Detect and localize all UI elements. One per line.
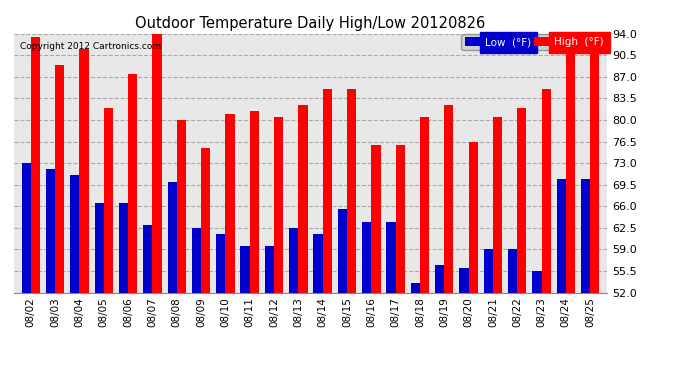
Bar <box>265 246 274 292</box>
Bar <box>323 89 332 292</box>
Bar <box>128 74 137 292</box>
Bar <box>144 225 152 292</box>
Bar <box>581 178 590 292</box>
Bar <box>362 222 371 292</box>
Bar <box>518 108 526 292</box>
Bar <box>55 64 64 292</box>
Bar <box>557 178 566 292</box>
Bar <box>542 89 551 292</box>
Bar <box>152 34 161 292</box>
Bar <box>411 283 420 292</box>
Bar <box>420 117 429 292</box>
Bar <box>289 228 298 292</box>
Title: Outdoor Temperature Daily High/Low 20120826: Outdoor Temperature Daily High/Low 20120… <box>135 16 486 31</box>
Bar <box>435 265 444 292</box>
Bar <box>532 271 542 292</box>
Bar <box>484 249 493 292</box>
Bar <box>386 222 395 292</box>
Bar <box>168 182 177 292</box>
Bar <box>566 52 575 292</box>
Bar <box>460 268 469 292</box>
Bar <box>590 37 600 292</box>
Bar <box>444 105 453 292</box>
Bar <box>395 145 405 292</box>
Bar <box>104 108 113 292</box>
Bar <box>508 249 518 292</box>
Bar <box>469 142 477 292</box>
Bar <box>70 176 79 292</box>
Bar <box>95 203 103 292</box>
Bar <box>31 37 40 292</box>
Bar <box>119 203 128 292</box>
Bar <box>21 163 31 292</box>
Bar <box>79 49 89 292</box>
Bar <box>493 117 502 292</box>
Bar <box>337 209 347 292</box>
Legend: Low  (°F), High  (°F): Low (°F), High (°F) <box>462 34 607 50</box>
Bar <box>240 246 250 292</box>
Bar <box>216 234 226 292</box>
Text: Copyright 2012 Cartronics.com: Copyright 2012 Cartronics.com <box>20 42 161 51</box>
Bar <box>46 169 55 292</box>
Bar <box>347 89 356 292</box>
Bar <box>298 105 308 292</box>
Bar <box>177 120 186 292</box>
Bar <box>371 145 381 292</box>
Bar <box>226 114 235 292</box>
Bar <box>192 228 201 292</box>
Bar <box>201 148 210 292</box>
Bar <box>274 117 284 292</box>
Bar <box>313 234 323 292</box>
Bar <box>250 111 259 292</box>
